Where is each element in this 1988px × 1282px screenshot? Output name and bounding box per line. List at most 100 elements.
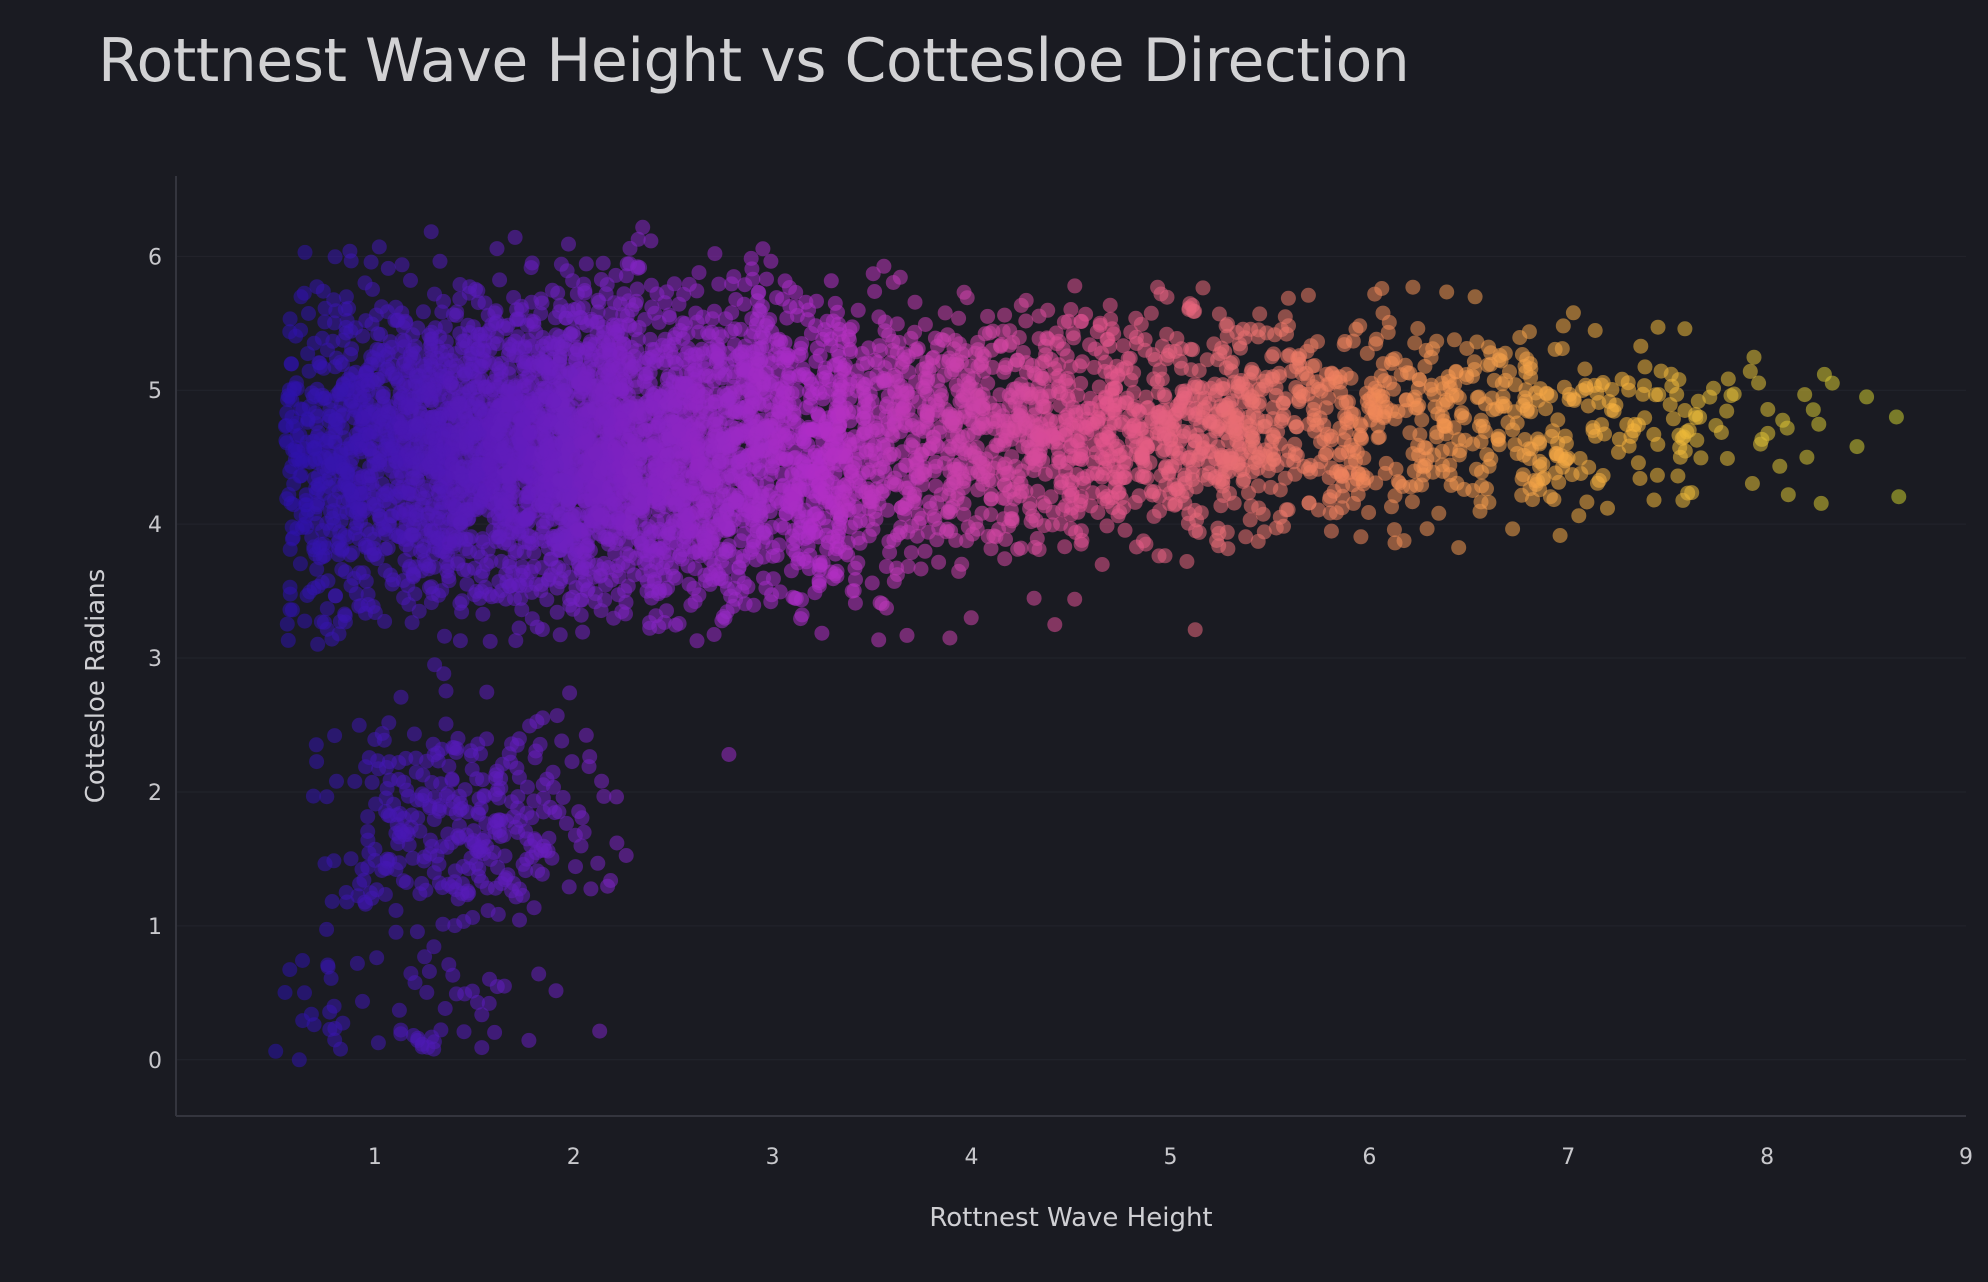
scatter-point bbox=[431, 486, 447, 502]
scatter-point bbox=[709, 350, 725, 366]
scatter-point bbox=[1407, 335, 1423, 351]
scatter-point bbox=[620, 317, 636, 332]
scatter-point bbox=[364, 316, 380, 332]
scatter-point bbox=[737, 596, 753, 612]
scatter-point bbox=[754, 299, 770, 314]
scatter-point bbox=[698, 504, 714, 520]
scatter-point bbox=[518, 489, 534, 505]
scatter-point bbox=[511, 340, 527, 356]
scatter-point bbox=[554, 423, 570, 439]
scatter-point bbox=[690, 458, 706, 474]
scatter-point bbox=[797, 482, 813, 498]
scatter-point bbox=[1467, 289, 1483, 305]
scatter-point bbox=[438, 334, 454, 350]
scatter-point bbox=[593, 272, 609, 287]
scatter-point bbox=[711, 326, 727, 342]
scatter-point bbox=[404, 527, 420, 542]
scatter-point bbox=[819, 518, 835, 534]
scatter-point bbox=[523, 260, 539, 276]
scatter-point bbox=[293, 507, 309, 522]
scatter-point bbox=[689, 633, 705, 649]
scatter-point bbox=[481, 355, 497, 371]
scatter-point bbox=[1131, 488, 1147, 504]
scatter-point bbox=[415, 304, 431, 320]
scatter-point bbox=[282, 311, 298, 327]
scatter-point bbox=[593, 567, 609, 583]
scatter-point bbox=[977, 326, 993, 342]
scatter-point bbox=[628, 293, 644, 309]
scatter-point bbox=[507, 545, 523, 561]
scatter-point bbox=[583, 334, 598, 349]
scatter-point bbox=[1252, 306, 1268, 322]
scatter-point bbox=[943, 523, 959, 539]
scatter-point bbox=[634, 495, 650, 510]
scatter-point bbox=[578, 256, 594, 272]
scatter-point bbox=[913, 561, 929, 577]
scatter-point bbox=[749, 475, 764, 491]
scatter-point bbox=[592, 507, 608, 523]
scatter-point bbox=[618, 268, 634, 284]
scatter-point bbox=[732, 446, 747, 462]
scatter-point bbox=[903, 545, 919, 561]
scatter-point bbox=[482, 633, 498, 649]
scatter-point bbox=[627, 437, 643, 453]
scatter-point bbox=[630, 259, 646, 275]
scatter-point bbox=[377, 613, 393, 629]
scatter-point bbox=[636, 406, 652, 422]
scatter-point bbox=[795, 361, 811, 377]
scatter-point bbox=[612, 296, 628, 312]
scatter-point bbox=[574, 420, 590, 436]
scatter-point bbox=[755, 325, 771, 340]
scatter-point bbox=[688, 362, 704, 378]
scatter-point bbox=[755, 241, 771, 257]
scatter-point bbox=[1094, 557, 1110, 572]
scatter-point bbox=[360, 377, 376, 393]
scatter-point bbox=[626, 567, 642, 583]
scatter-point bbox=[691, 265, 707, 281]
scatter-point bbox=[649, 286, 665, 302]
scatter-point bbox=[286, 476, 302, 492]
scatter-point bbox=[556, 407, 572, 423]
scatter-point bbox=[594, 354, 609, 370]
scatter-point bbox=[1026, 590, 1042, 606]
scatter-point bbox=[323, 449, 339, 465]
scatter-point bbox=[482, 436, 498, 452]
scatter-point bbox=[541, 368, 556, 384]
scatter-point bbox=[791, 551, 806, 567]
scatter-point bbox=[892, 269, 908, 285]
scatter-point bbox=[442, 534, 458, 550]
scatter-point bbox=[758, 365, 774, 381]
scatter-point bbox=[864, 575, 880, 591]
scatter-point bbox=[765, 548, 781, 564]
scatter-point bbox=[615, 396, 631, 412]
scatter-point bbox=[388, 454, 404, 470]
scatter-point bbox=[284, 602, 300, 618]
scatter-point bbox=[784, 466, 800, 482]
scatter-point bbox=[294, 520, 310, 536]
scatter-point bbox=[360, 587, 376, 602]
scatter-point bbox=[533, 291, 549, 307]
scatter-point bbox=[474, 371, 490, 387]
scatter-point bbox=[648, 478, 664, 494]
scatter-point bbox=[587, 445, 603, 461]
scatter-point bbox=[788, 299, 804, 315]
scatter-point bbox=[492, 272, 508, 288]
scatter-point bbox=[708, 424, 724, 440]
scatter-point bbox=[309, 279, 325, 295]
scatter-point bbox=[363, 254, 379, 270]
scatter-point bbox=[1067, 278, 1083, 294]
scatter-point bbox=[855, 380, 871, 396]
scatter-point bbox=[292, 556, 308, 572]
scatter-point bbox=[434, 304, 450, 320]
scatter-point bbox=[432, 253, 448, 269]
scatter-point bbox=[485, 382, 501, 398]
scatter-point bbox=[804, 376, 819, 392]
scatter-point bbox=[481, 457, 497, 473]
scatter-point bbox=[749, 523, 765, 539]
scatter-point bbox=[809, 293, 824, 309]
chart-title: Rottnest Wave Height vs Cottesloe Direct… bbox=[98, 26, 1410, 96]
scatter-point bbox=[434, 407, 450, 423]
scatter-point bbox=[1179, 554, 1195, 569]
scatter-point bbox=[421, 456, 437, 472]
scatter-point bbox=[288, 328, 304, 344]
